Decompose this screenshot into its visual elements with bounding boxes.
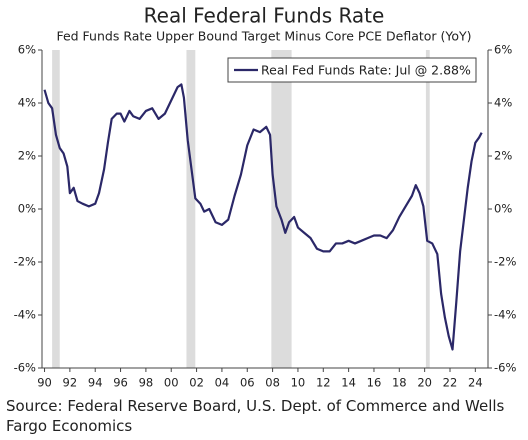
- chart-subtitle: Fed Funds Rate Upper Bound Target Minus …: [56, 29, 471, 44]
- y-tick-label: 4%: [18, 96, 36, 110]
- x-tick-label: 22: [443, 376, 458, 390]
- y-tick-label: -6%: [14, 361, 36, 375]
- y-tick-label: 0%: [18, 202, 36, 216]
- y-tick-label: 2%: [18, 149, 36, 163]
- x-tick-label: 12: [316, 376, 331, 390]
- recession-band: [271, 50, 292, 368]
- legend-label: Real Fed Funds Rate: Jul @ 2.88%: [261, 63, 471, 78]
- x-tick-label: 08: [265, 376, 280, 390]
- x-tick-label: 10: [291, 376, 306, 390]
- x-tick-label: 06: [240, 376, 255, 390]
- x-tick-label: 98: [139, 376, 154, 390]
- y-tick-label: 6%: [18, 43, 36, 57]
- source-note: Source: Federal Reserve Board, U.S. Dept…: [6, 397, 505, 435]
- x-tick-label: 18: [392, 376, 407, 390]
- x-tick-label: 00: [164, 376, 179, 390]
- x-tick-label: 16: [367, 376, 382, 390]
- recession-band: [425, 50, 430, 368]
- y2-tick-label: -4%: [494, 308, 516, 322]
- series-line: [43, 83, 483, 351]
- y-tick-label: -2%: [14, 255, 36, 269]
- recession-band: [186, 50, 196, 368]
- x-tick-label: 96: [113, 376, 128, 390]
- x-tick-label: 92: [63, 376, 78, 390]
- y2-tick-label: 4%: [494, 96, 512, 110]
- x-tick-label: 24: [468, 376, 483, 390]
- y2-tick-label: 0%: [494, 202, 512, 216]
- y2-tick-label: -2%: [494, 255, 516, 269]
- legend-box: [227, 57, 477, 83]
- x-tick-label: 20: [417, 376, 432, 390]
- chart: Real Federal Funds Rate Fed Funds Rate U…: [14, 4, 517, 390]
- x-tick-label: 90: [37, 376, 52, 390]
- x-tick-label: 04: [215, 376, 230, 390]
- y2-tick-label: 2%: [494, 149, 512, 163]
- x-tick-label: 94: [88, 376, 103, 390]
- y-tick-label: -4%: [14, 308, 36, 322]
- x-tick-label: 02: [189, 376, 204, 390]
- recession-band: [52, 50, 60, 368]
- chart-title: Real Federal Funds Rate: [144, 4, 385, 28]
- x-tick-label: 14: [341, 376, 356, 390]
- y2-tick-label: -6%: [494, 361, 516, 375]
- y2-tick-label: 6%: [494, 43, 512, 57]
